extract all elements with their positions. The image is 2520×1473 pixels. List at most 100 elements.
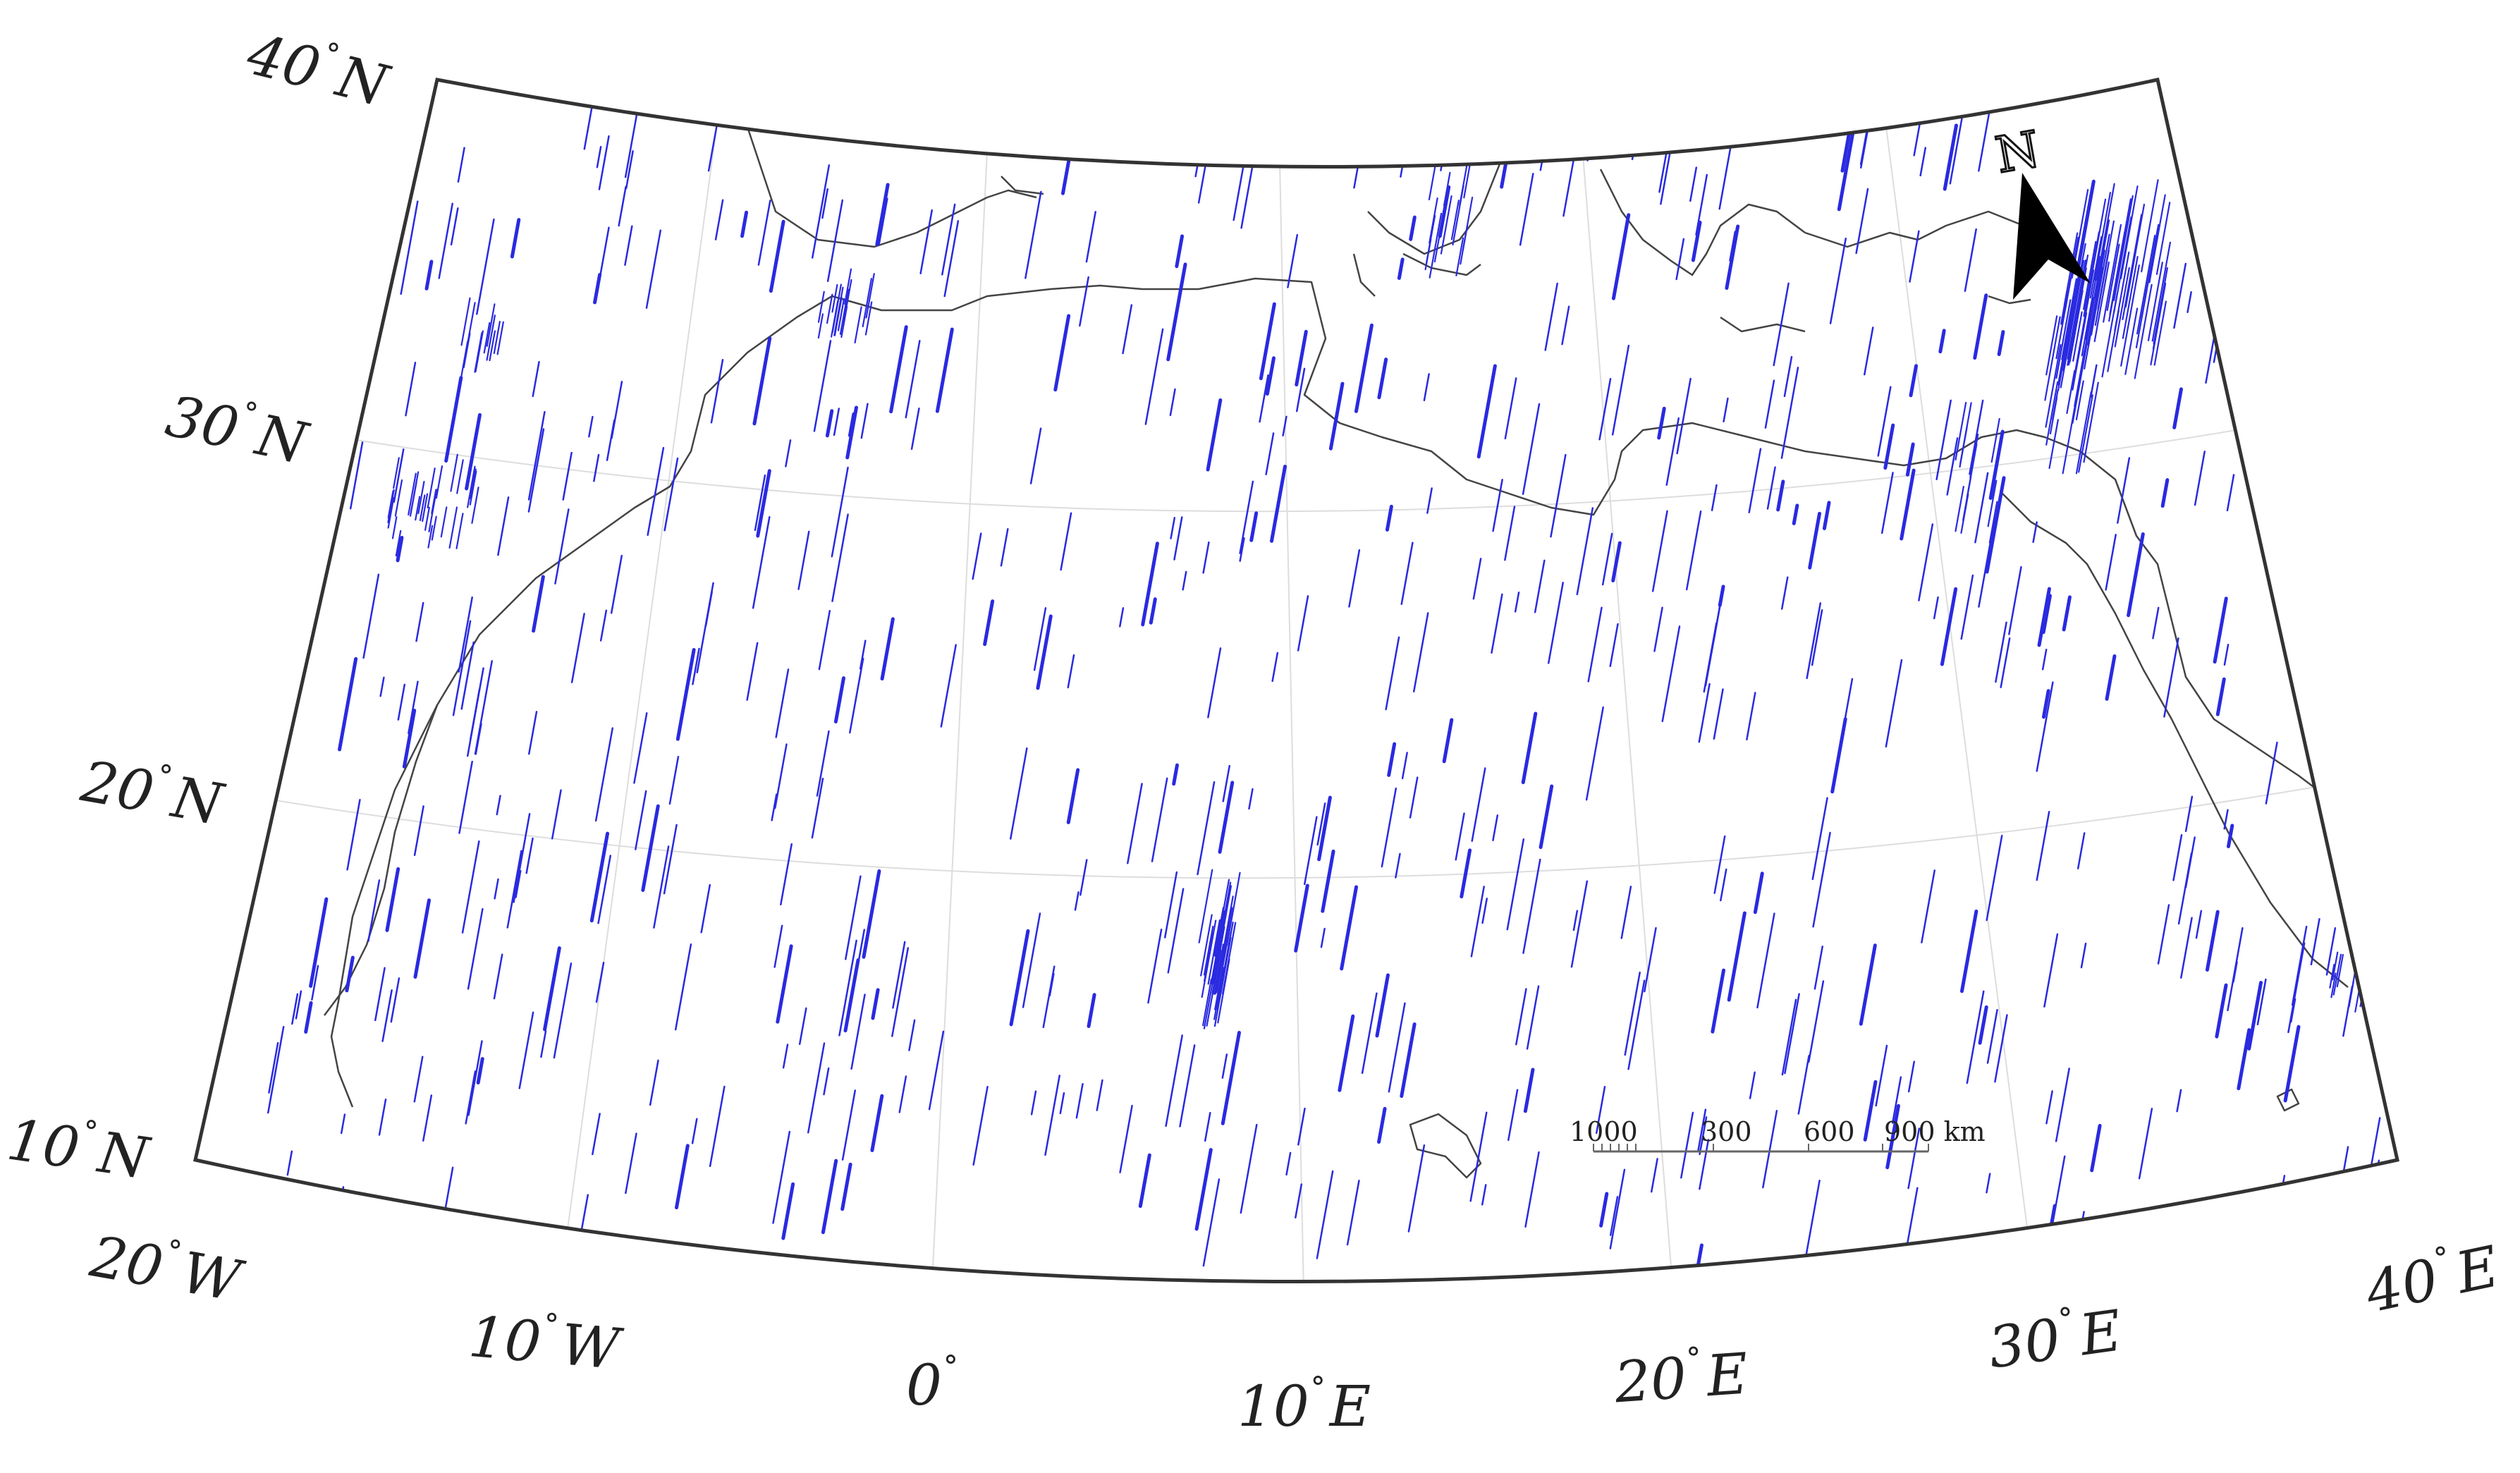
track-segment: [1938, 329, 1946, 354]
track-segment: [1460, 848, 1472, 899]
track-segment: [583, 80, 599, 150]
track-segment: [467, 907, 484, 990]
track-segment: [2383, 542, 2392, 584]
track-segment: [589, 831, 610, 923]
track-segment: [1783, 355, 1793, 398]
track-segment: [1919, 147, 1927, 177]
track-segment: [1271, 652, 1279, 683]
track-segment: [983, 599, 995, 647]
track-segment: [1067, 654, 1075, 689]
track-segment: [475, 723, 482, 755]
coastline-segment: [1001, 176, 1044, 195]
track-segment: [1966, 990, 1985, 1084]
track-segment: [1138, 1153, 1151, 1209]
track-segment: [1829, 238, 1847, 324]
track-segment: [2173, 262, 2187, 329]
track-segment: [428, 489, 438, 533]
track-segment: [2037, 587, 2051, 647]
lon-label-20e: 20°E: [1612, 1340, 1751, 1416]
track-segment: [553, 962, 573, 1059]
track-segment: [1522, 403, 1541, 495]
track-segment: [2113, 195, 2134, 302]
track-segment: [1119, 1104, 1133, 1173]
track-segment: [954, 121, 962, 152]
track-segment: [2061, 278, 2077, 360]
track-segment: [2335, 1146, 2349, 1218]
track-segment: [1986, 1008, 1998, 1064]
track-segment: [1079, 859, 1088, 896]
track-segment: [1075, 1083, 1084, 1119]
track-segment: [675, 648, 696, 741]
track-segment: [625, 150, 634, 190]
track-segment: [463, 332, 471, 369]
track-segment: [833, 676, 846, 723]
track-segment: [1407, 1144, 1426, 1233]
track-segment: [489, 330, 496, 362]
track-segment: [1955, 486, 1964, 532]
track-segment: [2107, 310, 2120, 372]
scale-label-600: 600: [1804, 1116, 1855, 1147]
track-segment: [1680, 1111, 1694, 1179]
track-segment: [1239, 480, 1254, 554]
track-segment: [1429, 197, 1438, 244]
track-segment: [562, 451, 573, 501]
track-segment: [849, 657, 864, 734]
track-segment: [1909, 230, 1920, 283]
track-segment: [2109, 231, 2126, 315]
graticule-meridian: [1582, 154, 1675, 1282]
track-segment: [409, 481, 417, 517]
track-segment: [1169, 388, 1176, 417]
north-arrow-icon: N: [1990, 119, 2091, 300]
track-segment: [1213, 907, 1225, 956]
track-segment: [710, 358, 724, 424]
track-segment: [1746, 692, 1756, 741]
track-segment: [2093, 261, 2110, 343]
track-segment: [1514, 592, 1520, 613]
track-segment: [527, 428, 545, 513]
track-segment: [2141, 179, 2159, 273]
track-segment: [2392, 800, 2397, 874]
track-segment: [400, 200, 419, 295]
track-segment: [1808, 980, 1825, 1063]
track-segment: [1213, 943, 1225, 995]
track-segment: [1665, 417, 1680, 486]
track-segment: [598, 135, 610, 190]
track-segment: [1166, 262, 1187, 362]
track-segment: [2325, 927, 2337, 976]
track-segment: [1361, 992, 1378, 1075]
track-segment: [2144, 224, 2160, 300]
track-segment: [1202, 541, 1210, 574]
track-segment: [2223, 809, 2229, 830]
track-segment: [1959, 426, 1968, 468]
track-segment: [2094, 219, 2110, 299]
track-segment: [2334, 431, 2353, 525]
track-segment: [860, 403, 869, 439]
track-segment: [816, 730, 830, 797]
track-segment: [692, 647, 700, 685]
track-segment: [2036, 811, 2050, 881]
track-segment: [2148, 194, 2166, 283]
track-segment: [1282, 415, 1287, 436]
track-segment: [599, 226, 610, 281]
track-segment: [1194, 1148, 1213, 1231]
track-segment: [1599, 1192, 1609, 1228]
track-segment: [268, 337, 280, 394]
track-segment: [1609, 623, 1619, 667]
track-segment: [892, 941, 906, 1009]
track-segment: [1572, 910, 1579, 931]
track-segment: [1476, 364, 1497, 459]
track-segment: [469, 470, 477, 506]
track-segment: [1909, 364, 1919, 398]
track-segment: [2045, 315, 2058, 376]
track-segment: [635, 790, 647, 850]
track-segment: [597, 855, 612, 924]
track-segment: [2157, 904, 2170, 965]
track-segment: [595, 961, 605, 1003]
track-segment: [610, 554, 623, 614]
track-segment: [435, 465, 444, 499]
track-segment: [1523, 1068, 1535, 1113]
track-segment: [1287, 233, 1299, 288]
track-segment: [2081, 255, 2101, 357]
track-segment: [831, 283, 838, 313]
track-segment: [1206, 398, 1223, 472]
